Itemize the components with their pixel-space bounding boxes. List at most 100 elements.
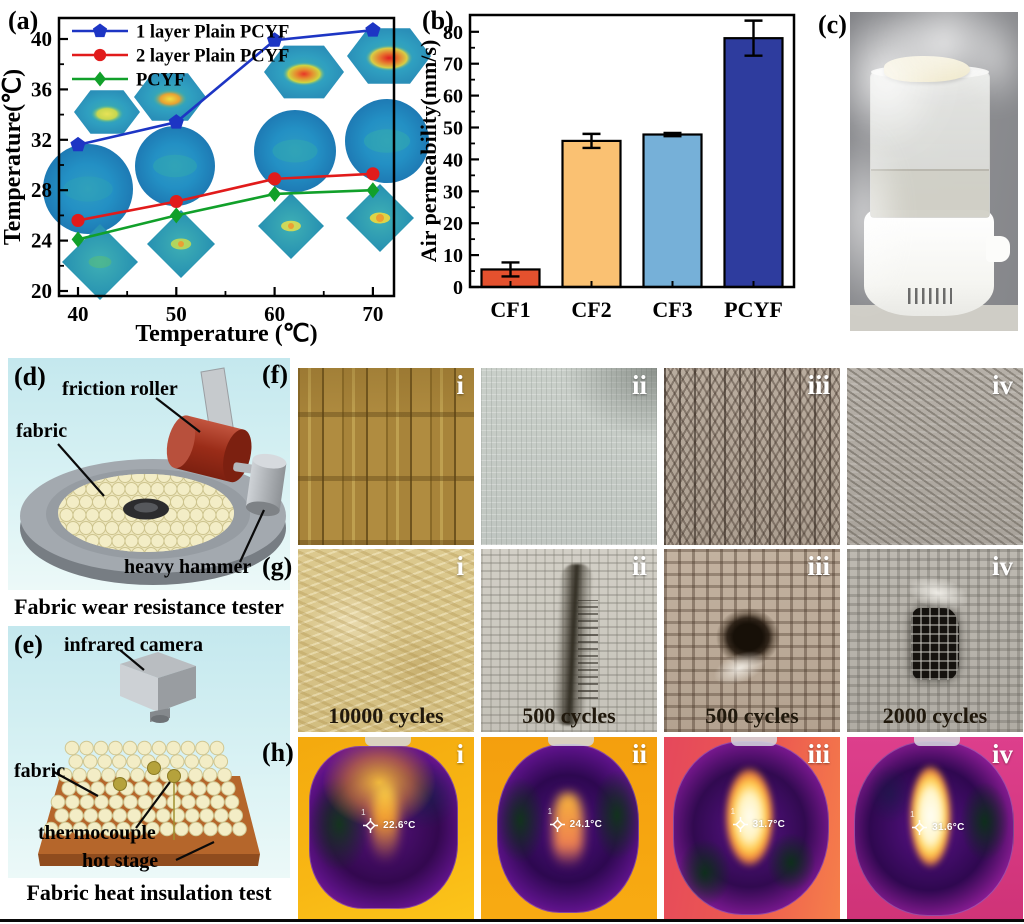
- svg-text:20: 20: [443, 213, 463, 235]
- heat-insulation-drawing: [38, 649, 260, 866]
- panel-e-label: (e): [14, 630, 43, 659]
- fabric-photo-ii: ii: [481, 368, 657, 545]
- panel-f-label: (f): [262, 360, 288, 389]
- cycles-caption: 500 cycles: [705, 703, 799, 728]
- thermal-inset-circle: [43, 144, 133, 234]
- panel-h-label: (h): [262, 738, 294, 767]
- svg-text:32: 32: [31, 128, 52, 152]
- temperature-probe: 1 24.1°C: [548, 807, 602, 832]
- temperature-line-chart: 40 50 60 70 20 24 28 32 36 40 Temperature (℃) Tempe…: [0, 16, 431, 347]
- fabric-photo-i: i: [298, 368, 474, 545]
- thermal-crosshair-icon: [549, 816, 565, 832]
- svg-text:70: 70: [362, 302, 383, 326]
- tile-tag: i: [456, 370, 464, 400]
- thermal-hot-spot: [553, 792, 584, 867]
- panel-b-bar-chart: (b) CF1 CF2 CF3 PCYF 0 10 20 30 40 50 60 70 80 Air pe…: [416, 0, 804, 348]
- center-hub-top: [134, 502, 158, 513]
- bar-PCYF: [723, 37, 784, 289]
- leader-line: [57, 443, 105, 497]
- tile-tag: iii: [807, 739, 830, 769]
- cycles-caption: 500 cycles: [522, 703, 616, 728]
- svg-text:CF1: CF1: [490, 297, 530, 322]
- thermal-inset-circle: [345, 99, 429, 183]
- fabric-photo-iv: iv: [847, 368, 1023, 545]
- thermal-crosshair-icon: [363, 818, 379, 834]
- hot-stage-label: hot stage: [82, 850, 159, 872]
- svg-text:CF2: CF2: [571, 297, 611, 322]
- bar-CF3: [642, 133, 703, 289]
- panel-c-photo: (c): [802, 0, 1024, 352]
- hot-stage-edge: [38, 854, 260, 866]
- humidifier-photo: [850, 12, 1018, 331]
- probe-number: 1: [730, 806, 736, 816]
- temperature-reading: 22.6°C: [383, 820, 416, 832]
- figure-bottom-rule: [0, 919, 1024, 922]
- wear-photo-iii: iii 500 cycles: [664, 549, 840, 732]
- svg-text:20: 20: [31, 279, 52, 303]
- sample-clip: [547, 737, 594, 746]
- fabric-label: fabric: [16, 420, 68, 442]
- leader-line: [119, 649, 145, 671]
- probe-number: 1: [547, 806, 553, 816]
- probe-number: 1: [910, 810, 915, 820]
- panel-a-label: (a): [8, 6, 39, 35]
- thermal-inset-circle: [254, 110, 336, 192]
- diagram-background: [8, 358, 290, 590]
- tile-tag: iii: [807, 551, 830, 581]
- temperature-reading: 31.6°C: [932, 822, 965, 834]
- svg-text:36: 36: [31, 77, 52, 101]
- leader-line: [53, 771, 99, 797]
- probe-number: 1: [361, 808, 366, 818]
- svg-text:PCYF: PCYF: [724, 297, 783, 322]
- humidifier-nozzle: [986, 236, 1010, 262]
- humidifier-vent: [908, 288, 952, 304]
- svg-text:Temperature(℃): Temperature(℃): [0, 69, 26, 245]
- tile-tag: iv: [991, 370, 1013, 400]
- svg-text:40: 40: [31, 27, 52, 51]
- wear-photo-ii: ii 500 cycles: [481, 549, 657, 732]
- svg-text:2 layer Plain PCYF: 2 layer Plain PCYF: [136, 47, 289, 67]
- heavy-hammer: [245, 453, 287, 517]
- panel-d-label: (d): [14, 362, 46, 391]
- tile-tag: ii: [631, 370, 647, 400]
- thermal-image-ii: 1 24.1°C ii: [481, 737, 657, 922]
- svg-text:80: 80: [443, 22, 463, 44]
- mist: [962, 12, 1018, 112]
- svg-text:30: 30: [443, 181, 463, 203]
- svg-text:PCYF: PCYF: [136, 71, 185, 91]
- wear-photo-i: i 10000 cycles: [298, 549, 474, 732]
- cycles-caption: 2000 cycles: [882, 703, 988, 728]
- tile-tag: ii: [631, 739, 647, 769]
- mist: [878, 12, 1010, 98]
- panel-d-wear-tester-diagram: (d) friction roller fabric heavy hammer …: [8, 358, 290, 622]
- panel-b-label: (b): [422, 6, 454, 35]
- infrared-camera: [120, 652, 196, 723]
- friction-roller: [166, 415, 252, 483]
- thermocouple-dot: [167, 769, 181, 783]
- panel-d-caption: Fabric wear resistance tester: [14, 594, 284, 619]
- svg-text:10: 10: [443, 245, 463, 267]
- svg-text:Temperature (℃): Temperature (℃): [135, 321, 317, 347]
- svg-text:CF3: CF3: [652, 297, 692, 322]
- tile-tag: i: [456, 551, 464, 581]
- svg-text:24: 24: [31, 229, 53, 253]
- panel-e-caption: Fabric heat insulation test: [26, 880, 272, 905]
- leader-line: [239, 509, 265, 563]
- svg-text:40: 40: [443, 149, 463, 171]
- panel-c-label: (c): [818, 10, 847, 39]
- temperature-probe: 1 31.6°C: [910, 810, 965, 836]
- panel-a-line-chart: (a) 40 50 60 70 20 24 28 32 36 40 Temperature (℃) T…: [0, 0, 432, 348]
- thermal-hot-spot: [722, 766, 777, 878]
- panel-e-heat-insulation-diagram: (e) infrared camera fabric thermocouple …: [8, 626, 290, 905]
- panel-g-wear-images: i 10000 cycles ii 500 cycles iii 500 cyc…: [298, 549, 1023, 732]
- leader-line: [155, 397, 201, 433]
- panel-g-label: (g): [262, 552, 293, 581]
- diagram-background: [8, 626, 290, 878]
- svg-text:70: 70: [443, 54, 463, 76]
- svg-text:50: 50: [166, 302, 187, 326]
- thermal-image-iv: 1 31.6°C iv: [847, 737, 1023, 922]
- svg-text:40: 40: [68, 302, 89, 326]
- panel-f-fabric-images: i ii iii iv: [298, 368, 1023, 545]
